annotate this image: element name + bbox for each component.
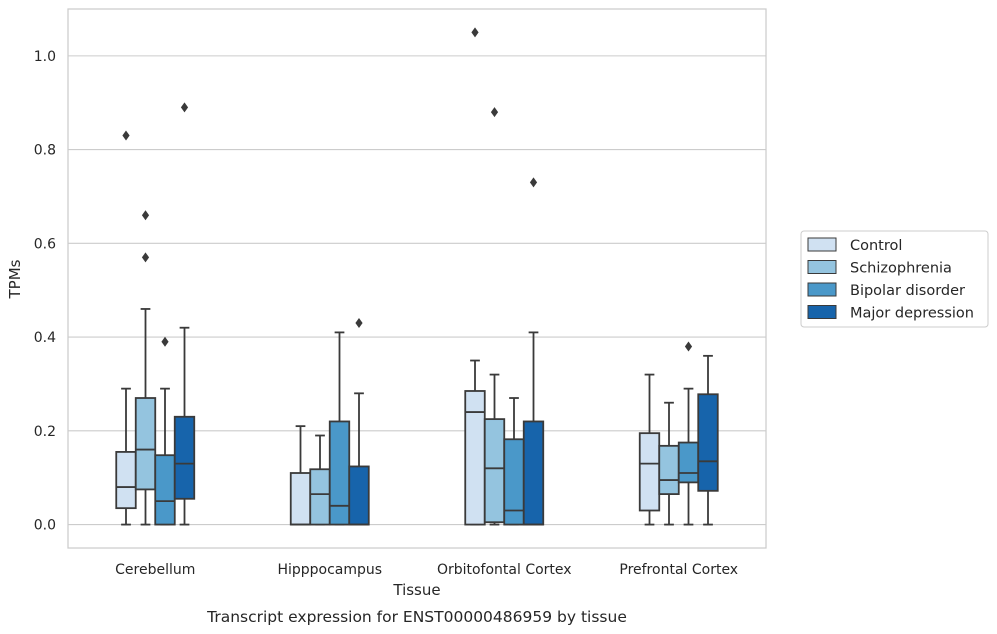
x-tick-label: Cerebellum [115,562,195,578]
legend-label: Control [850,238,902,254]
plot-frame [67,8,767,549]
box [638,432,661,512]
y-tick-label: 0.6 [34,236,56,252]
box [328,420,351,526]
box [522,420,545,526]
box-group [289,425,312,526]
box [309,468,331,526]
y-tick-label: 0.0 [34,518,56,534]
y-tick-label: 0.4 [34,330,56,346]
x-tick-label: Prefrontal Cortex [619,562,738,578]
box-group [173,102,196,526]
y-tick-label: 1.0 [34,49,56,65]
box [134,397,157,491]
legend-swatch [807,237,837,252]
box-group [697,354,719,526]
y-axis-label: TPMs [6,259,24,299]
box [115,451,137,510]
outlier-point [141,252,150,263]
box-groups [115,27,719,526]
y-tick-labels: 0.0 0.2 0.4 0.6 0.8 1.0 [34,49,56,534]
box-group [522,177,545,526]
x-tick-labels: Cerebellum Hipppocampus Orbitofontal Corte… [115,562,738,578]
box [464,390,486,526]
outlier-point [141,210,150,221]
box [289,472,312,526]
legend-label: Schizophrenia [850,261,952,277]
outlier-point [471,27,479,38]
box-group [677,341,700,526]
box-group [638,373,661,526]
box [173,415,196,500]
outlier-point [529,177,538,188]
box-group [309,434,331,526]
box [503,438,525,526]
legend-frame [800,230,989,328]
x-tick-label: Hipppocampus [277,562,382,578]
outlier-point [684,341,693,352]
legend-swatch [807,260,837,274]
legend-swatch [807,282,837,297]
x-axis-label: Tissue [392,581,440,599]
box-group [115,130,137,526]
legend-label: Bipolar disorder [850,283,965,299]
y-tick-label: 0.2 [34,424,56,440]
box [677,441,700,484]
outlier-point [490,107,499,118]
chart-caption: Transcript expression for ENST0000048695… [206,608,627,626]
legend: Control Schizophrenia Bipolar disorder Majo… [800,230,989,328]
y-tick-label: 0.8 [34,143,56,159]
x-tick-label: Orbitofontal Cortex [437,562,572,578]
box [348,465,370,526]
outlier-point [180,102,189,113]
box [483,418,506,524]
outlier-point [355,318,363,329]
box [697,393,719,492]
legend-swatch [807,305,837,319]
legend-label: Major depression [850,306,974,322]
box [154,454,176,526]
box [658,444,680,495]
box-group [134,210,157,526]
outlier-point [161,336,169,347]
box-group [348,318,370,526]
outlier-point [122,130,130,141]
box-group [658,401,680,526]
